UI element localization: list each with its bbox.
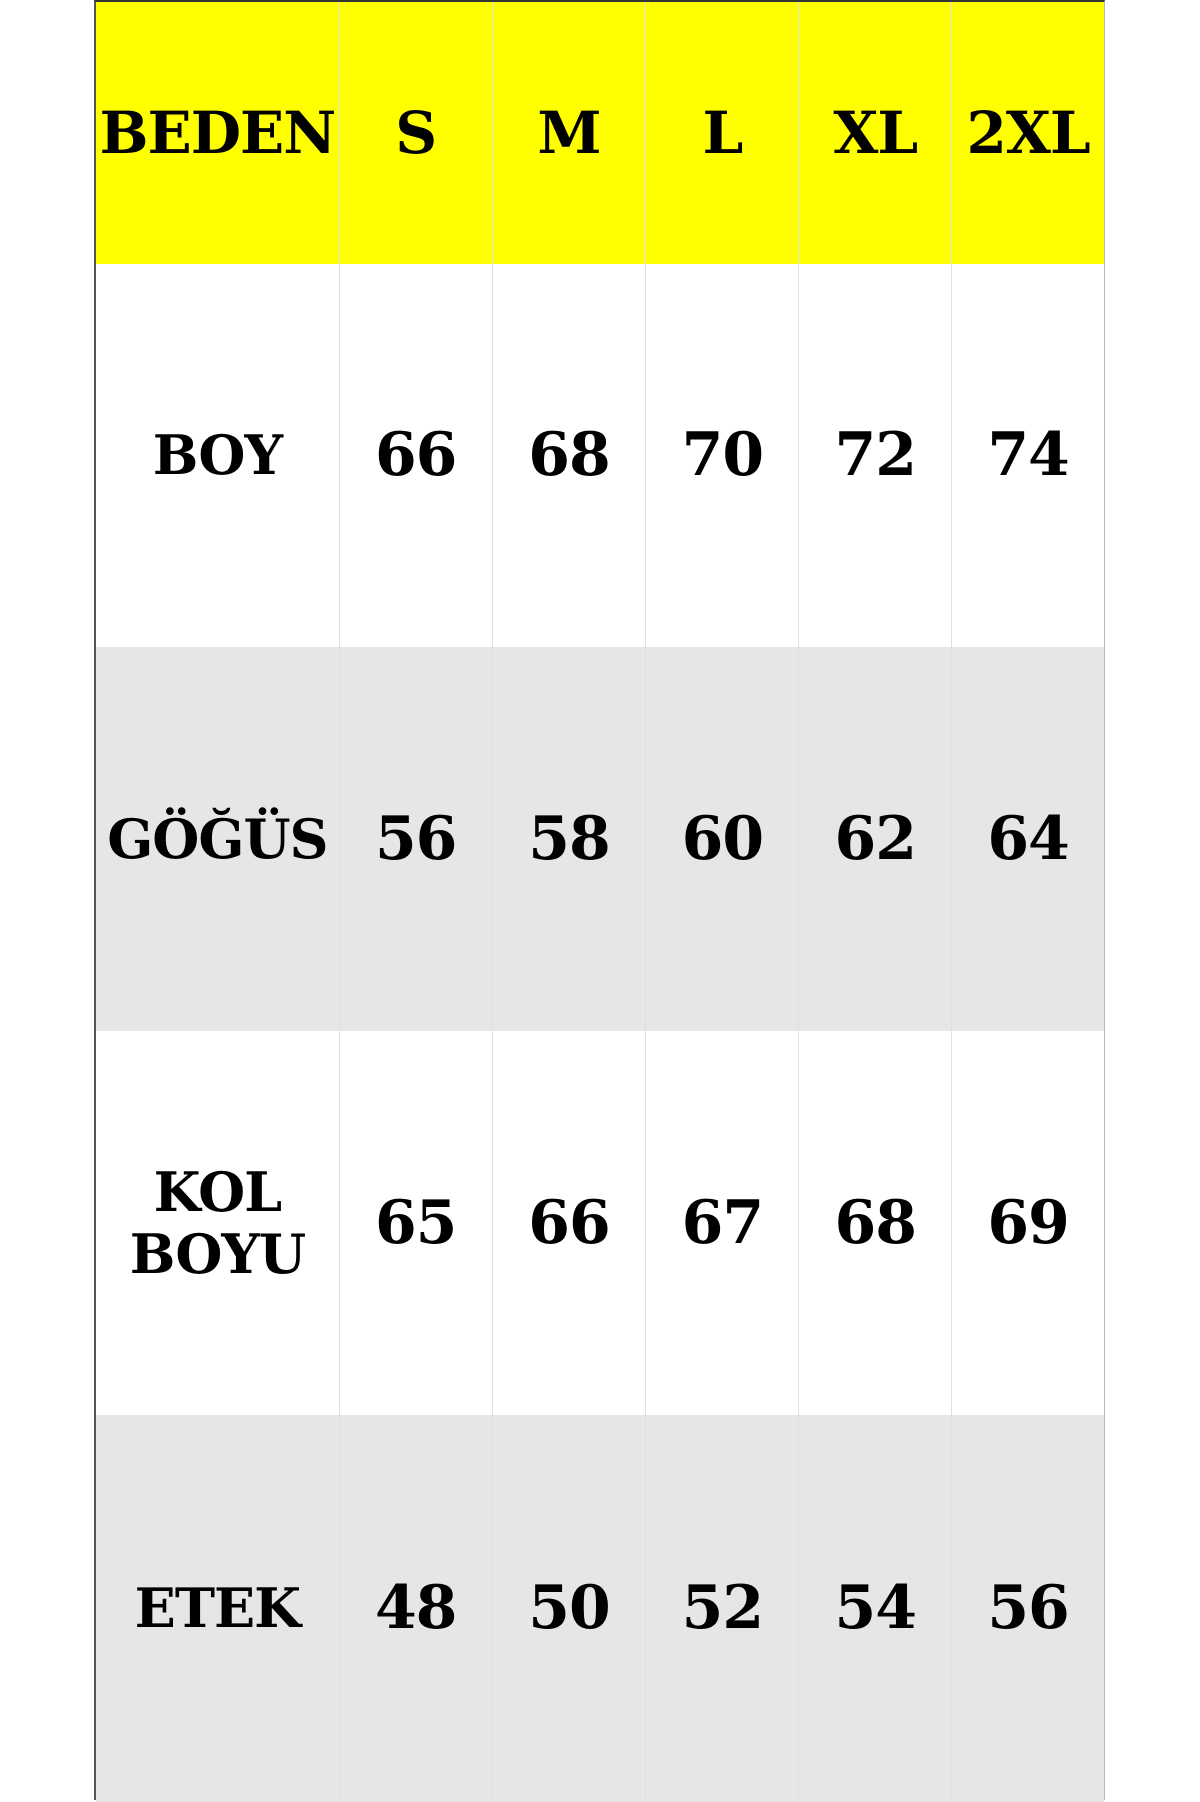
row-label: GÖĞÜS — [96, 647, 340, 1031]
table-row: GÖĞÜS 56 58 60 62 64 — [96, 647, 1104, 1031]
measurement-cell: 70 — [646, 264, 800, 647]
measurement-cell: 60 — [646, 647, 800, 1031]
measurement-cell: 56 — [340, 647, 493, 1031]
size-chart-table: BEDEN S M L XL 2XL BOY 66 68 70 72 74 GÖĞÜS 56 58 60 62 6… — [94, 0, 1105, 1802]
size-header: 2XL — [966, 98, 1090, 167]
measurement-cell: 52 — [646, 1415, 800, 1802]
measurement-cell: 50 — [493, 1415, 647, 1802]
row-label: BOY — [96, 264, 340, 647]
header-row: BEDEN S M L XL 2XL — [96, 2, 1104, 264]
table-row: ETEK 48 50 52 54 56 — [96, 1415, 1104, 1802]
measurement-cell: 48 — [340, 1415, 493, 1802]
measurement-cell: 69 — [987, 1187, 1069, 1258]
measurement-cell: 66 — [493, 1031, 647, 1415]
measurement-cell: 68 — [493, 264, 647, 647]
size-header: L — [646, 2, 800, 264]
size-header: XL — [799, 2, 953, 264]
measurement-cell: 58 — [493, 647, 647, 1031]
row-label: KOL BOYU — [96, 1031, 340, 1415]
measurement-cell: 72 — [799, 264, 953, 647]
measurement-cell: 62 — [799, 647, 953, 1031]
beden-header: BEDEN — [96, 2, 340, 264]
measurement-cell: 67 — [646, 1031, 800, 1415]
measurement-cell: 65 — [340, 1031, 493, 1415]
measurement-cell: 54 — [799, 1415, 953, 1802]
measurement-cell: 56 — [987, 1573, 1069, 1643]
measurement-cell: 68 — [799, 1031, 953, 1415]
table-row: BOY 66 68 70 72 74 — [96, 264, 1104, 647]
table-row: KOL BOYU 65 66 67 68 69 — [96, 1031, 1104, 1415]
size-header: S — [340, 2, 493, 264]
measurement-cell: 64 — [987, 803, 1069, 874]
measurement-cell: 74 — [987, 420, 1069, 490]
row-label: ETEK — [96, 1415, 340, 1802]
size-header: M — [493, 2, 647, 264]
measurement-cell: 66 — [340, 264, 493, 647]
